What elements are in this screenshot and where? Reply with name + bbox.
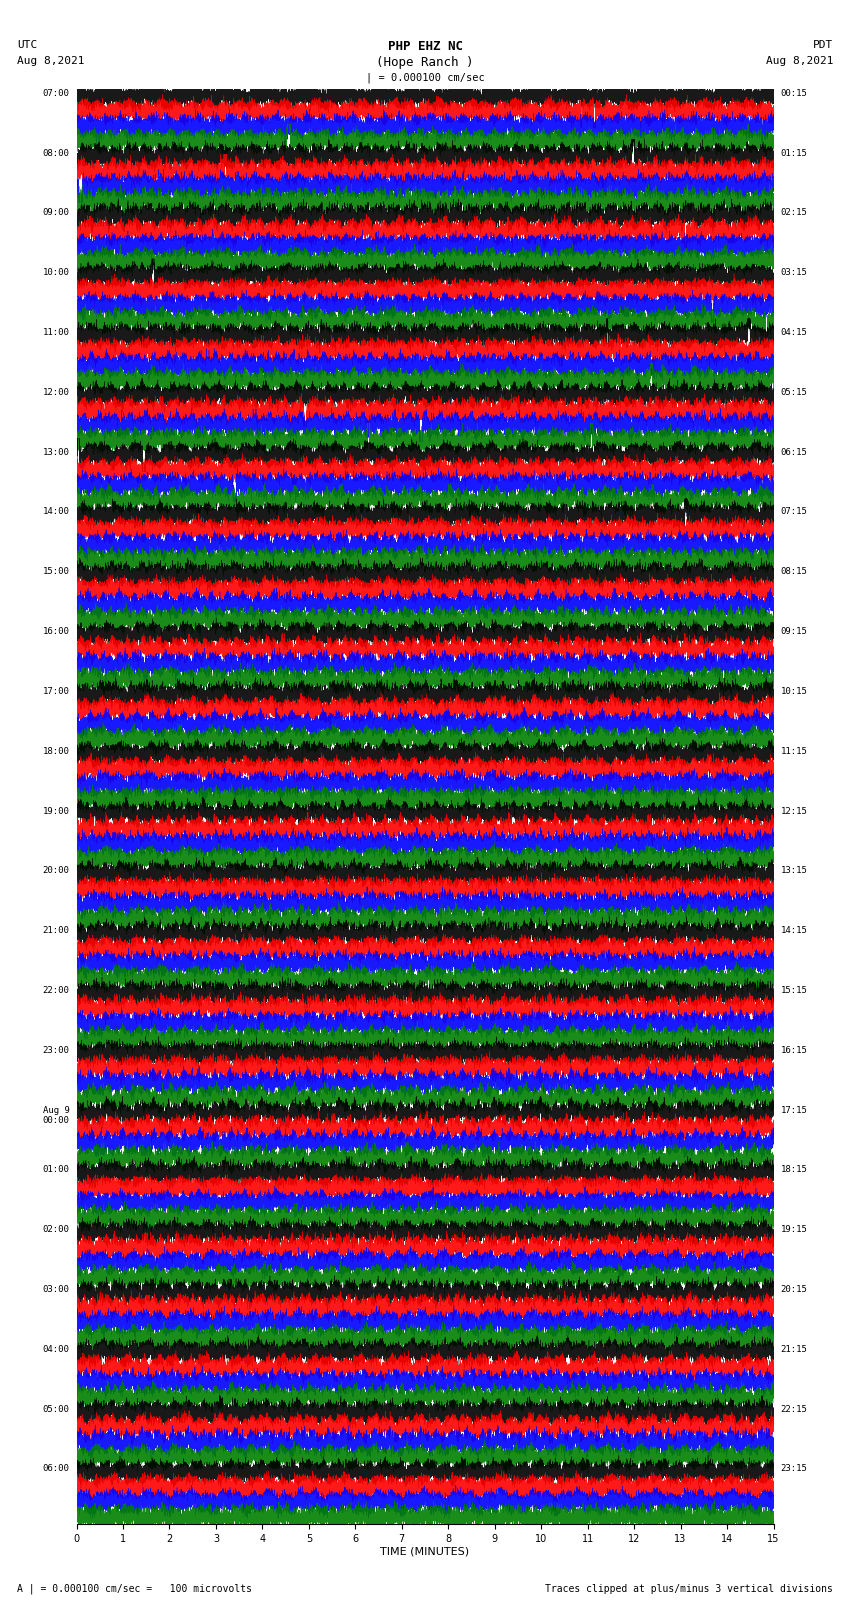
Text: 10:15: 10:15	[780, 687, 808, 695]
Text: 00:15: 00:15	[780, 89, 808, 98]
Text: A | = 0.000100 cm/sec =   100 microvolts: A | = 0.000100 cm/sec = 100 microvolts	[17, 1582, 252, 1594]
Text: 16:00: 16:00	[42, 627, 70, 636]
Text: 11:15: 11:15	[780, 747, 808, 755]
Text: 09:15: 09:15	[780, 627, 808, 636]
Text: Traces clipped at plus/minus 3 vertical divisions: Traces clipped at plus/minus 3 vertical …	[545, 1584, 833, 1594]
Text: 07:00: 07:00	[42, 89, 70, 98]
Text: 23:00: 23:00	[42, 1045, 70, 1055]
Text: 17:00: 17:00	[42, 687, 70, 695]
Text: 16:15: 16:15	[780, 1045, 808, 1055]
Text: PHP EHZ NC: PHP EHZ NC	[388, 40, 462, 53]
Text: 01:00: 01:00	[42, 1165, 70, 1174]
Text: 01:15: 01:15	[780, 148, 808, 158]
Text: | = 0.000100 cm/sec: | = 0.000100 cm/sec	[366, 73, 484, 84]
Text: 22:00: 22:00	[42, 986, 70, 995]
Text: 21:00: 21:00	[42, 926, 70, 936]
Text: 22:15: 22:15	[780, 1405, 808, 1413]
Text: 03:00: 03:00	[42, 1286, 70, 1294]
Text: 13:00: 13:00	[42, 448, 70, 456]
Text: 20:15: 20:15	[780, 1286, 808, 1294]
Text: 11:00: 11:00	[42, 327, 70, 337]
Text: 07:15: 07:15	[780, 508, 808, 516]
Text: 02:00: 02:00	[42, 1226, 70, 1234]
Text: 06:00: 06:00	[42, 1465, 70, 1473]
Text: 12:00: 12:00	[42, 387, 70, 397]
Text: 12:15: 12:15	[780, 806, 808, 816]
Text: PDT: PDT	[813, 40, 833, 50]
Text: 18:00: 18:00	[42, 747, 70, 755]
Text: Aug 8,2021: Aug 8,2021	[766, 56, 833, 66]
Text: 20:00: 20:00	[42, 866, 70, 876]
Text: UTC: UTC	[17, 40, 37, 50]
Text: 04:00: 04:00	[42, 1345, 70, 1353]
Text: 03:15: 03:15	[780, 268, 808, 277]
Text: 18:15: 18:15	[780, 1165, 808, 1174]
Text: 14:15: 14:15	[780, 926, 808, 936]
Text: 21:15: 21:15	[780, 1345, 808, 1353]
Text: 19:00: 19:00	[42, 806, 70, 816]
Text: 14:00: 14:00	[42, 508, 70, 516]
Text: 06:15: 06:15	[780, 448, 808, 456]
Text: 04:15: 04:15	[780, 327, 808, 337]
Text: 23:15: 23:15	[780, 1465, 808, 1473]
Text: 08:00: 08:00	[42, 148, 70, 158]
Text: 15:00: 15:00	[42, 568, 70, 576]
Text: 09:00: 09:00	[42, 208, 70, 218]
Text: 17:15: 17:15	[780, 1105, 808, 1115]
Text: 02:15: 02:15	[780, 208, 808, 218]
Text: 10:00: 10:00	[42, 268, 70, 277]
Text: Aug 8,2021: Aug 8,2021	[17, 56, 84, 66]
Text: Aug 9
00:00: Aug 9 00:00	[42, 1105, 70, 1124]
Text: 13:15: 13:15	[780, 866, 808, 876]
Text: 08:15: 08:15	[780, 568, 808, 576]
Text: 19:15: 19:15	[780, 1226, 808, 1234]
Text: (Hope Ranch ): (Hope Ranch )	[377, 56, 473, 69]
Text: 05:15: 05:15	[780, 387, 808, 397]
X-axis label: TIME (MINUTES): TIME (MINUTES)	[381, 1547, 469, 1557]
Text: 05:00: 05:00	[42, 1405, 70, 1413]
Text: 15:15: 15:15	[780, 986, 808, 995]
